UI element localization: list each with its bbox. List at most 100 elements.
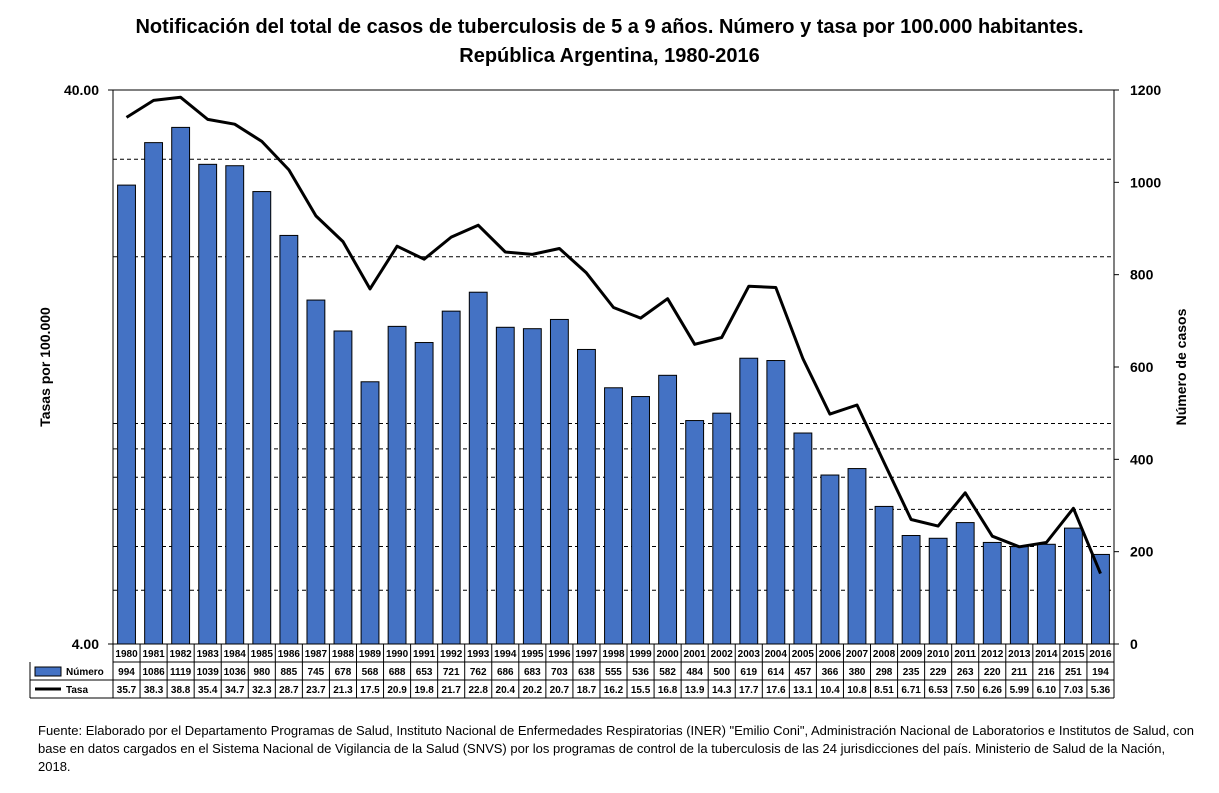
numero-value: 1036 xyxy=(224,667,247,678)
numero-value: 263 xyxy=(957,667,974,678)
year-label: 1987 xyxy=(305,649,328,660)
numero-value: 745 xyxy=(308,667,325,678)
year-label: 1993 xyxy=(467,649,490,660)
tasa-value: 20.9 xyxy=(387,685,407,696)
right-tick-label: 800 xyxy=(1130,267,1154,283)
numero-value: 688 xyxy=(389,667,406,678)
numero-value: 194 xyxy=(1092,667,1109,678)
tasa-value: 7.03 xyxy=(1064,685,1084,696)
bar-1996 xyxy=(549,318,569,645)
tasa-value: 17.5 xyxy=(360,685,380,696)
year-label: 2009 xyxy=(900,649,923,660)
numero-value: 721 xyxy=(443,667,460,678)
year-label: 2007 xyxy=(846,649,869,660)
year-label: 2016 xyxy=(1089,649,1112,660)
right-tick-label: 600 xyxy=(1130,359,1154,375)
numero-value: 994 xyxy=(118,667,135,678)
numero-value: 683 xyxy=(524,667,541,678)
year-label: 1980 xyxy=(115,649,138,660)
legend-swatch-numero xyxy=(34,666,62,677)
bar-1988 xyxy=(333,330,353,645)
right-tick-label: 200 xyxy=(1130,544,1154,560)
numero-value: 235 xyxy=(903,667,920,678)
bar-2009 xyxy=(901,535,921,645)
tasa-value: 17.7 xyxy=(739,685,759,696)
year-label: 1994 xyxy=(494,649,517,660)
numero-value: 568 xyxy=(362,667,379,678)
numero-value: 614 xyxy=(767,667,784,678)
bar-1990 xyxy=(387,325,407,645)
year-label: 2010 xyxy=(927,649,950,660)
bar-2003 xyxy=(739,357,759,645)
bar-1981 xyxy=(144,142,164,645)
year-label: 2012 xyxy=(981,649,1004,660)
tasa-value: 21.3 xyxy=(333,685,353,696)
bar-2014 xyxy=(1036,543,1056,645)
chart-title-line2: República Argentina, 1980-2016 xyxy=(459,45,760,67)
tasa-value: 16.2 xyxy=(604,685,624,696)
tasa-value: 7.50 xyxy=(955,685,975,696)
tasa-value: 34.7 xyxy=(225,685,245,696)
numero-value: 555 xyxy=(605,667,622,678)
bar-1980 xyxy=(117,184,136,645)
numero-value: 619 xyxy=(740,667,757,678)
tasa-value: 20.7 xyxy=(550,685,570,696)
chart-title-line1: Notificación del total de casos de tuber… xyxy=(135,16,1084,38)
year-label: 1984 xyxy=(224,649,247,660)
numero-value: 638 xyxy=(578,667,595,678)
right-tick-label: 1200 xyxy=(1130,82,1161,98)
series-line-tasa xyxy=(125,95,1102,575)
numero-value: 885 xyxy=(281,667,298,678)
bar-2015 xyxy=(1063,527,1083,645)
year-label: 1996 xyxy=(548,649,571,660)
bar-1994 xyxy=(495,326,515,645)
tasa-value: 38.8 xyxy=(171,685,191,696)
bar-1984 xyxy=(225,165,245,645)
bar-2008 xyxy=(874,505,894,645)
bar-1982 xyxy=(171,126,191,645)
legend-label-tasa: Tasa xyxy=(66,685,88,696)
year-label: 2003 xyxy=(738,649,761,660)
year-label: 1992 xyxy=(440,649,463,660)
year-label: 1989 xyxy=(359,649,382,660)
right-tick-label: 0 xyxy=(1130,636,1138,652)
numero-value: 251 xyxy=(1065,667,1082,678)
numero-value: 229 xyxy=(930,667,947,678)
bar-2016 xyxy=(1091,553,1110,645)
year-label: 1981 xyxy=(142,649,165,660)
numero-value: 457 xyxy=(795,667,812,678)
year-label: 1986 xyxy=(278,649,301,660)
bar-1999 xyxy=(631,396,650,645)
right-tick-label: 1000 xyxy=(1130,174,1161,190)
tasa-value: 6.71 xyxy=(901,685,921,696)
year-label: 1995 xyxy=(521,649,544,660)
tasa-value: 23.7 xyxy=(306,685,326,696)
tasa-value: 20.2 xyxy=(523,685,543,696)
bar-2000 xyxy=(658,374,678,645)
numero-value: 500 xyxy=(713,667,730,678)
year-label: 2002 xyxy=(711,649,734,660)
numero-value: 484 xyxy=(686,667,703,678)
tasa-value: 20.4 xyxy=(496,685,516,696)
year-label: 2005 xyxy=(792,649,815,660)
numero-value: 1119 xyxy=(170,667,192,678)
tasa-value: 13.9 xyxy=(685,685,705,696)
year-label: 1991 xyxy=(413,649,436,660)
tasa-value: 32.3 xyxy=(252,685,272,696)
bar-1989 xyxy=(360,381,380,645)
tasa-value: 10.4 xyxy=(820,685,840,696)
numero-value: 211 xyxy=(1011,667,1028,678)
numero-value: 536 xyxy=(632,667,649,678)
bar-1991 xyxy=(414,342,434,645)
year-label: 2006 xyxy=(819,649,842,660)
source-footnote: Fuente: Elaborado por el Departamento Pr… xyxy=(38,723,1195,774)
bar-1995 xyxy=(522,328,542,645)
bar-2012 xyxy=(982,541,1002,645)
tasa-value: 5.36 xyxy=(1091,685,1111,696)
year-label: 1988 xyxy=(332,649,355,660)
numero-value: 762 xyxy=(470,667,487,678)
left-tick-label: 40.00 xyxy=(64,82,99,98)
bar-2001 xyxy=(685,420,705,645)
y-axis-left-title: Tasas por 100.000 xyxy=(37,307,53,427)
